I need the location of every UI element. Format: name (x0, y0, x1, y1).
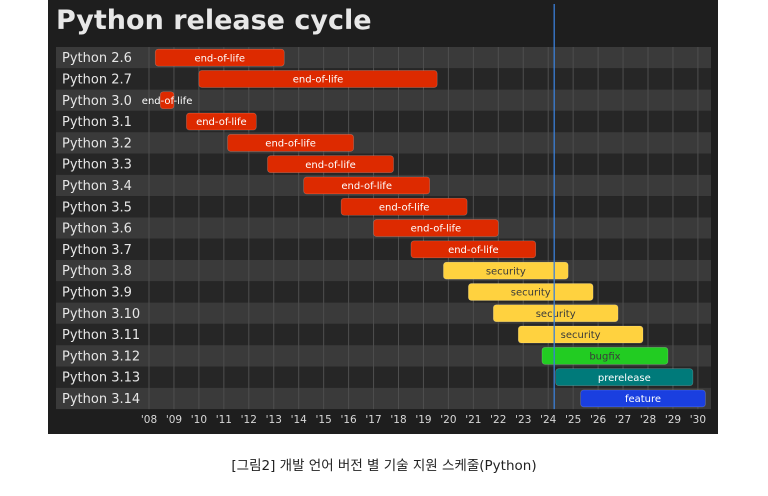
bar-status-label: feature (625, 394, 661, 405)
release-bar (303, 176, 430, 195)
version-label: Python 3.10 (62, 307, 140, 322)
year-tick-label: '26 (590, 414, 607, 426)
version-label: Python 3.4 (62, 179, 132, 194)
year-tick-label: '08 (141, 414, 157, 426)
version-label: Python 3.6 (62, 222, 132, 237)
version-label: Python 3.1 (62, 115, 132, 130)
row-band (56, 366, 711, 388)
year-tick-label: '14 (291, 414, 308, 426)
version-label: Python 2.6 (62, 51, 132, 66)
year-tick-label: '18 (390, 414, 406, 426)
year-tick-label: '25 (565, 414, 581, 426)
release-bar (186, 112, 257, 131)
bar-status-label: end-of-life (341, 181, 392, 192)
release-bar (227, 134, 354, 152)
bar-status-label: end-of-life (293, 75, 344, 86)
row-band (56, 89, 711, 111)
bar-status-label: security (486, 266, 526, 277)
chart-panel: end-of-life end-of-life end-of-life end-of-… (48, 0, 718, 434)
version-label: Python 3.0 (62, 94, 132, 109)
version-label: Python 3.3 (62, 158, 132, 173)
release-bar (555, 368, 694, 386)
version-label: Python 3.14 (62, 392, 140, 407)
bar-status-label: end-of-life (379, 202, 430, 213)
chart-title: Python release cycle (56, 5, 372, 36)
figure-caption: [그림2] 개발 언어 버전 별 기술 지원 스케줄(Python) (231, 458, 537, 474)
year-tick-label: '30 (690, 414, 706, 426)
release-bar (154, 48, 285, 67)
version-labels: Python 2.6 Python 2.7 Python 3.0 Python 3.1… (62, 51, 140, 407)
row-band (56, 132, 711, 154)
release-bar (159, 91, 175, 110)
version-label: Python 3.12 (62, 349, 140, 364)
bar-status-label: end-of-life (265, 138, 316, 149)
release-cycle-chart: end-of-lifeend-of-lifeend-of-lifeend-of-… (56, 4, 711, 426)
row-band (56, 260, 711, 282)
version-label: Python 3.9 (62, 285, 132, 300)
version-label: Python 3.7 (62, 243, 132, 258)
row-band (56, 238, 711, 260)
year-tick-labels: '08 '09 '10 '11 '12 '13 '14 '15 '16 '17 '18 '19 '20 '… (141, 414, 706, 426)
year-tick-label: '09 (166, 414, 182, 426)
release-bar (517, 325, 644, 344)
year-tick-label: '12 (241, 414, 257, 426)
year-tick-label: '13 (266, 414, 282, 426)
year-tick-label: '23 (515, 414, 531, 426)
row-band (56, 387, 711, 410)
release-bar (541, 347, 669, 365)
year-tick-label: '29 (665, 414, 681, 426)
release-bar (580, 389, 706, 408)
release-bar (267, 155, 394, 173)
row-band (56, 110, 711, 133)
bar-status-label: prerelease (598, 373, 651, 384)
bar-status-label: security (511, 288, 551, 299)
row-band (56, 47, 711, 69)
version-label: Python 3.13 (62, 371, 140, 386)
version-label: Python 2.7 (62, 72, 132, 87)
year-tick-label: '10 (191, 414, 207, 426)
year-tick-label: '21 (465, 414, 481, 426)
year-tick-label: '24 (540, 414, 557, 426)
version-label: Python 3.11 (62, 328, 140, 343)
release-bar (493, 304, 619, 323)
version-label: Python 3.2 (62, 136, 132, 151)
year-tick-label: '28 (640, 414, 656, 426)
bar-status-label: end-of-life (411, 224, 462, 235)
release-bar (468, 283, 594, 301)
bar-status-label: bugfix (589, 351, 620, 362)
bar-status-label: end-of-life (194, 53, 245, 64)
year-tick-label: '27 (615, 414, 631, 426)
year-tick-label: '22 (490, 414, 506, 426)
version-label: Python 3.5 (62, 200, 132, 215)
year-tick-label: '17 (365, 414, 381, 426)
release-bar (198, 70, 438, 88)
year-tick-label: '15 (316, 414, 332, 426)
year-tick-label: '16 (340, 414, 357, 426)
bar-status-label: security (561, 330, 601, 341)
version-label: Python 3.8 (62, 264, 132, 279)
release-bar (443, 261, 569, 280)
bar-status-label: security (536, 309, 576, 320)
bar-status-label: end-of-life (196, 117, 247, 128)
release-bar (410, 240, 537, 259)
release-bar (340, 197, 468, 216)
bar-status-label: end-of-life (448, 245, 499, 256)
year-tick-label: '19 (415, 414, 431, 426)
year-tick-label: '11 (216, 414, 232, 426)
release-bar (373, 219, 499, 237)
year-tick-label: '20 (440, 414, 456, 426)
bar-status-label: end-of-life (305, 160, 356, 171)
release-bars: end-of-lifeend-of-lifeend-of-lifeend-of-… (142, 48, 706, 408)
bar-status-label: end-of-life (142, 96, 193, 107)
row-band (56, 281, 711, 303)
